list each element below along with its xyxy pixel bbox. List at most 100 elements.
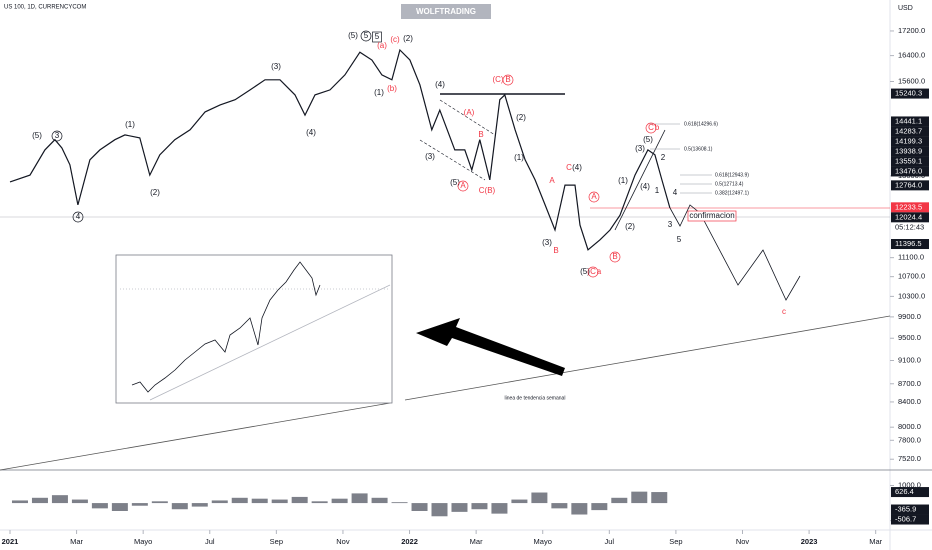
- wave-label: 5: [677, 235, 682, 244]
- wave-label: (2): [150, 188, 160, 197]
- histogram-bar: [251, 498, 268, 504]
- price-label-box: [891, 116, 929, 127]
- price-label: 14283.7: [895, 126, 922, 135]
- price-label-box: [891, 88, 929, 99]
- histogram-bar: [651, 492, 668, 504]
- y-tick-label: 15600.0: [898, 76, 925, 85]
- x-tick-label: Mayo: [534, 537, 552, 546]
- channel-line: [614, 129, 666, 231]
- histogram-bar: [271, 499, 288, 504]
- y-tick-label: 9500.0: [898, 333, 921, 342]
- wave-label: B: [553, 246, 558, 255]
- wave-label: A: [591, 192, 597, 201]
- price-label-box: [891, 504, 929, 515]
- wave-label: B: [612, 252, 617, 261]
- logo-box: [401, 4, 491, 19]
- histogram-bar: [591, 503, 608, 511]
- histogram-bar: [131, 503, 148, 506]
- histogram-bar: [351, 493, 368, 504]
- wave-label: a: [597, 267, 602, 276]
- wave-label: (3): [425, 152, 435, 161]
- wave-label: (5): [580, 267, 590, 276]
- histogram-bar: [391, 502, 408, 504]
- histogram-bar: [11, 500, 28, 504]
- wave-label: (5): [450, 178, 460, 187]
- x-tick-label: 2021: [2, 537, 19, 546]
- x-tick-label: 2023: [801, 537, 818, 546]
- histogram-bar: [511, 499, 528, 504]
- price-label-box: [891, 487, 929, 498]
- price-label: 13938.9: [895, 146, 922, 155]
- inset-price: [131, 261, 321, 393]
- x-tick-label: Jul: [605, 537, 615, 546]
- wave-label: (5): [32, 131, 42, 140]
- x-tick-label: 2022: [401, 537, 418, 546]
- inset: [115, 254, 393, 404]
- wave-label: confirmacion: [689, 211, 734, 220]
- fib-label: 0.618(12943.9): [715, 172, 749, 178]
- wave-label: 4: [673, 188, 678, 197]
- wave-label: (5): [348, 31, 358, 40]
- y-tick-label: 17200.0: [898, 26, 925, 35]
- chart-title: US 100, 1D, CURRENCYCOM: [4, 5, 86, 11]
- histogram-bar: [31, 497, 48, 504]
- label-box: [687, 210, 737, 222]
- y-tick-label: 11100.0: [898, 253, 924, 262]
- price-label: -365.9: [895, 505, 916, 514]
- histogram-bar: [151, 501, 168, 504]
- price-label: 15240.3: [895, 89, 922, 98]
- wave-circle: [502, 74, 514, 86]
- y-tick-label: 7520.0: [898, 454, 921, 463]
- price-label-box: [891, 146, 929, 157]
- price-label: 12764.0: [895, 180, 922, 189]
- x-tick-label: Sep: [669, 537, 682, 546]
- x-tick-label: Mar: [470, 537, 483, 546]
- wave-label: (1): [618, 176, 628, 185]
- wave-label: 2: [661, 153, 666, 162]
- histogram-bar: [531, 492, 548, 504]
- fib-label: 0.382(12497.1): [715, 190, 749, 196]
- price-label: 11396.5: [895, 239, 922, 248]
- histogram-bar: [431, 503, 448, 517]
- histogram-bar: [411, 503, 428, 511]
- wave-label: (4): [572, 163, 582, 172]
- histogram-bar: [111, 503, 128, 511]
- wave-circle: [587, 266, 599, 278]
- wave-circle: [588, 191, 600, 203]
- wave-label: 3: [668, 220, 673, 229]
- wave-label: 3: [55, 131, 60, 140]
- channel-line: [439, 99, 496, 136]
- wave-label: (a): [377, 41, 387, 50]
- wave-label: (2): [516, 113, 526, 122]
- wave-label: (4): [640, 182, 650, 191]
- wave-label: (4): [306, 128, 316, 137]
- price-label-box: [891, 126, 929, 137]
- wave-label: (1): [374, 88, 384, 97]
- histogram-bar: [371, 497, 388, 504]
- wave-label: 5: [364, 31, 369, 40]
- x-tick-label: Mar: [869, 537, 882, 546]
- projection: [669, 204, 801, 301]
- price-label-box: [891, 166, 929, 177]
- x-tick-label: Sep: [270, 537, 283, 546]
- wave-label: c: [782, 307, 786, 316]
- wave-label: (b): [387, 84, 397, 93]
- logo: WOLFTRADING: [416, 7, 476, 16]
- price-label-box: [891, 180, 929, 191]
- wave-label: A: [460, 181, 466, 190]
- histogram-bar: [291, 496, 308, 504]
- wave-label: C: [648, 123, 654, 132]
- y-tick-label: 8400.0: [898, 397, 921, 406]
- wave-label: (c): [390, 35, 400, 44]
- wave-label: (2): [625, 222, 635, 231]
- x-tick-label: Jul: [205, 537, 215, 546]
- wave-label: b: [655, 123, 660, 132]
- price-label: 12233.5: [895, 202, 922, 211]
- histogram-bar: [311, 501, 328, 504]
- wave-label: (3): [542, 238, 552, 247]
- price-label: 626.4: [895, 487, 914, 496]
- wave-circle: [360, 30, 372, 42]
- trend-label: linea de tendencia semanal: [505, 395, 566, 401]
- histogram-bar: [551, 503, 568, 509]
